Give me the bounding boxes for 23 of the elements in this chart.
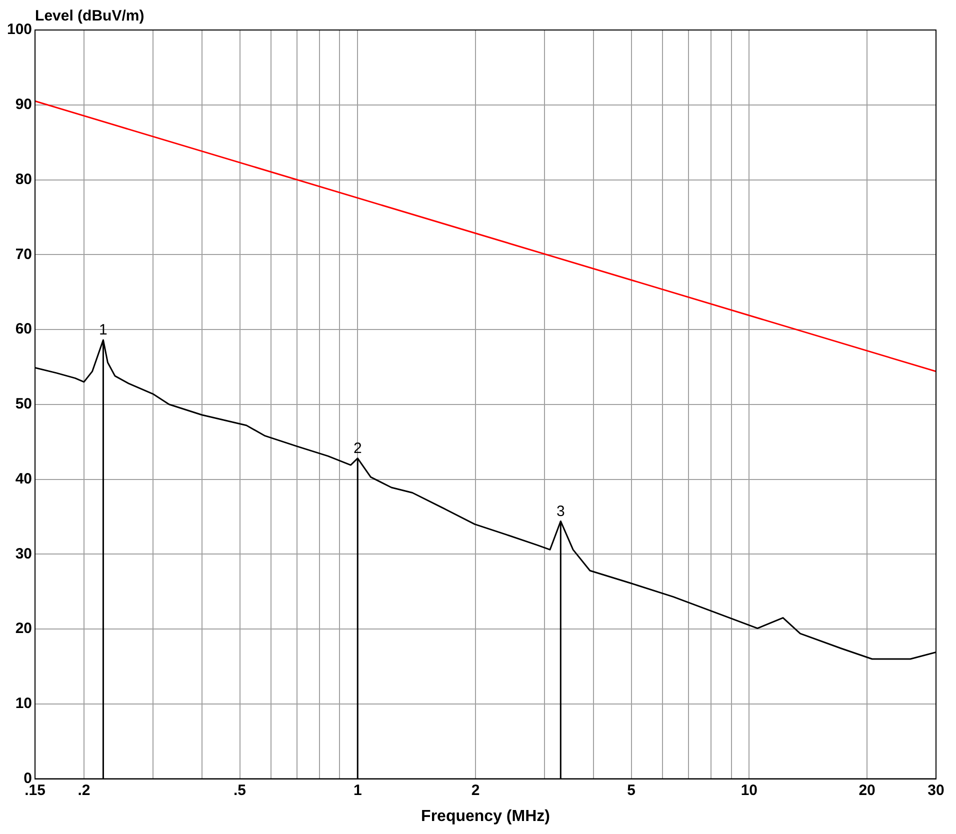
x-axis-title: Frequency (MHz) xyxy=(421,808,550,825)
x-tick-label: .2 xyxy=(78,782,90,799)
y-tick-label: 20 xyxy=(15,620,32,638)
x-tick-label: 5 xyxy=(627,782,636,799)
y-tick-label: 30 xyxy=(15,545,32,562)
annotation: 3 xyxy=(556,502,565,520)
x-tick-label: 10 xyxy=(740,782,758,799)
y-axis-title: Level (dBuV/m) xyxy=(35,8,144,25)
annotation: 2 xyxy=(353,440,362,457)
y-tick-label: 100 xyxy=(6,21,32,38)
y-tick-label: 10 xyxy=(15,695,32,712)
y-tick-label: 50 xyxy=(15,396,32,413)
x-tick-label: 1 xyxy=(353,782,362,799)
y-tick-label: 90 xyxy=(15,96,32,114)
y-tick-label: 80 xyxy=(15,170,32,188)
y-tick-label: 60 xyxy=(15,320,32,338)
y-tick-label: 40 xyxy=(15,470,32,488)
y-tick-label: 70 xyxy=(15,246,32,263)
x-tick-label: 30 xyxy=(928,782,944,799)
x-tick-label: .5 xyxy=(234,782,246,799)
x-tick-label: 20 xyxy=(858,782,876,799)
x-tick-label: 2 xyxy=(471,782,480,799)
annotation: 1 xyxy=(99,322,108,339)
